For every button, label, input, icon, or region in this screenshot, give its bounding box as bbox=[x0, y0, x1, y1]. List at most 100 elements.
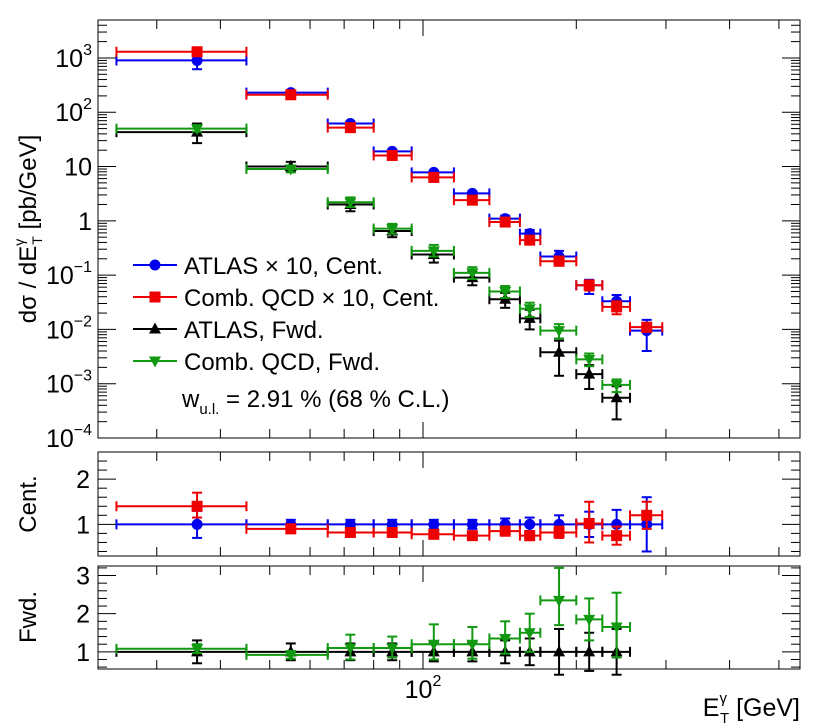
data-marker bbox=[427, 639, 440, 651]
legend-label: Comb. QCD × 10, Cent. bbox=[184, 285, 439, 312]
data-marker bbox=[553, 645, 566, 657]
data-point bbox=[372, 222, 413, 236]
ratio-point bbox=[452, 518, 491, 530]
ratio-point bbox=[539, 566, 578, 627]
ratio-point bbox=[326, 526, 375, 538]
data-point bbox=[410, 243, 455, 258]
legend-marker bbox=[149, 259, 161, 271]
data-point bbox=[115, 52, 248, 71]
data-marker bbox=[611, 530, 623, 542]
data-point bbox=[115, 46, 248, 58]
data-marker bbox=[386, 643, 399, 655]
data-point bbox=[245, 89, 329, 101]
ratio-point bbox=[410, 528, 455, 540]
ratio-point bbox=[452, 626, 491, 660]
data-point bbox=[452, 194, 491, 206]
y-tick-label: 2 bbox=[76, 601, 90, 629]
data-marker bbox=[524, 530, 536, 542]
data-marker bbox=[284, 164, 297, 176]
ratio-point bbox=[575, 500, 604, 544]
ratio-point bbox=[518, 612, 542, 653]
legend-entry-comb_cent: Comb. QCD × 10, Cent. bbox=[133, 285, 439, 312]
data-point bbox=[372, 149, 413, 161]
y-tick-label: 10−3 bbox=[46, 368, 92, 399]
legend-annotation: wu.l. = 2.91 % (68 % C.L.) bbox=[181, 386, 449, 418]
legend-entry-atlas_cent: ATLAS × 10, Cent. bbox=[133, 253, 383, 280]
data-marker bbox=[524, 234, 536, 246]
cent-axis-title: Cent. bbox=[15, 475, 42, 532]
data-marker bbox=[191, 644, 204, 656]
legend-entry-atlas_fwd: ATLAS, Fwd. bbox=[133, 317, 324, 344]
data-marker bbox=[583, 517, 595, 529]
panel-frame-fwd bbox=[97, 565, 801, 670]
data-marker bbox=[499, 525, 511, 537]
ratio-point bbox=[518, 516, 542, 533]
data-marker bbox=[583, 354, 596, 366]
data-point bbox=[539, 339, 578, 377]
data-marker bbox=[466, 530, 478, 542]
data-marker bbox=[610, 391, 623, 403]
data-point bbox=[245, 164, 329, 176]
y-axis-title: dσ / dEγ T [pb/GeV] bbox=[11, 135, 45, 323]
data-marker bbox=[191, 124, 204, 136]
data-marker bbox=[523, 304, 536, 316]
data-point bbox=[518, 234, 542, 246]
data-marker bbox=[386, 224, 399, 236]
ratio-point bbox=[601, 591, 632, 659]
legend-label: Comb. QCD, Fwd. bbox=[184, 349, 380, 376]
data-marker bbox=[553, 345, 566, 357]
ratio-point bbox=[372, 526, 413, 538]
ratio-point bbox=[115, 491, 248, 519]
data-marker bbox=[466, 194, 478, 206]
data-marker bbox=[386, 149, 398, 161]
ratio-point bbox=[488, 620, 521, 655]
x-axis-title: Eγ T [GeV] bbox=[703, 690, 800, 725]
data-marker bbox=[428, 518, 440, 530]
data-point bbox=[575, 364, 604, 390]
data-point bbox=[575, 352, 604, 368]
data-marker bbox=[344, 197, 357, 209]
y-tick-label: 102 bbox=[55, 96, 92, 127]
ratio-point bbox=[115, 643, 248, 656]
y-tick-label: 10 bbox=[64, 154, 92, 182]
data-marker bbox=[611, 301, 623, 313]
y-tick-label: 103 bbox=[55, 42, 92, 73]
data-point bbox=[629, 321, 664, 333]
ratio-point bbox=[488, 525, 521, 537]
data-marker bbox=[610, 622, 623, 634]
x-tick-label: 102 bbox=[405, 673, 442, 704]
ratio-point bbox=[539, 627, 578, 676]
ratio-point bbox=[518, 530, 542, 542]
data-marker bbox=[344, 526, 356, 538]
data-marker bbox=[344, 643, 357, 655]
legend-marker bbox=[149, 291, 161, 303]
y-tick-label: 1 bbox=[78, 208, 92, 236]
ratio-point bbox=[372, 635, 413, 659]
data-marker bbox=[524, 518, 536, 530]
y-tick-label: 10−4 bbox=[46, 422, 92, 453]
data-marker bbox=[428, 528, 440, 540]
data-point bbox=[488, 285, 521, 299]
data-point bbox=[488, 216, 521, 228]
data-marker bbox=[285, 523, 297, 535]
ratio-point bbox=[539, 525, 578, 539]
y-tick-label: 1 bbox=[76, 639, 90, 667]
legend-label: ATLAS × 10, Cent. bbox=[184, 253, 383, 280]
data-marker bbox=[610, 380, 623, 392]
data-marker bbox=[428, 171, 440, 183]
data-point bbox=[452, 266, 491, 280]
data-marker bbox=[553, 595, 566, 607]
y-tick-label: 1 bbox=[76, 511, 90, 539]
data-point bbox=[601, 378, 632, 394]
data-marker bbox=[523, 628, 536, 640]
data-point bbox=[326, 122, 375, 134]
ratio-point bbox=[115, 509, 248, 539]
series-comb_cent bbox=[115, 46, 664, 546]
ratio-point bbox=[575, 597, 604, 642]
data-point bbox=[115, 122, 248, 145]
data-marker bbox=[191, 54, 203, 66]
data-marker bbox=[641, 321, 653, 333]
legend-marker bbox=[149, 356, 161, 368]
ratio-point bbox=[410, 518, 455, 530]
data-marker bbox=[499, 216, 511, 228]
